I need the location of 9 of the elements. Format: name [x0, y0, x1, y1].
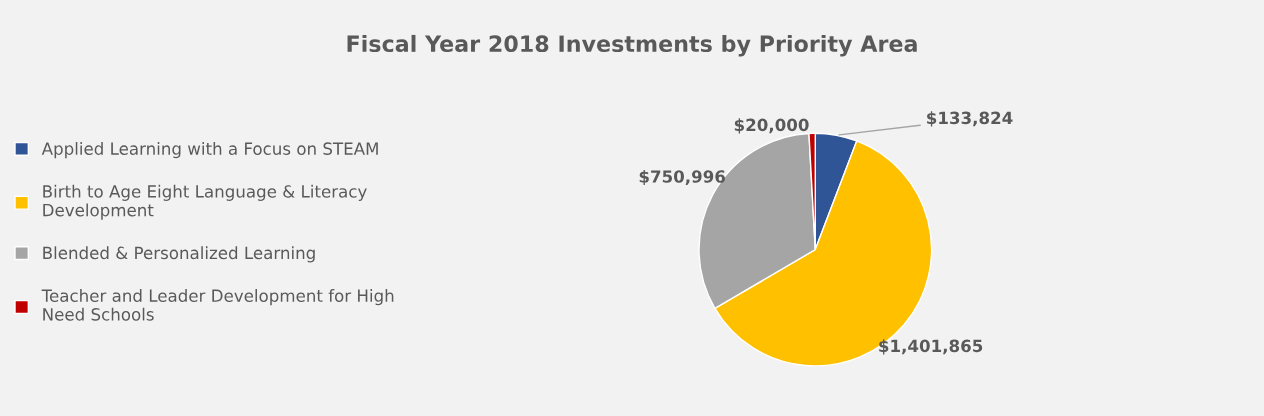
data-label: $750,996 — [639, 169, 725, 186]
legend-label: Applied Learning with a Focus on STEAM — [41, 142, 378, 159]
data-label: $1,401,865 — [879, 339, 983, 355]
data-label: $20,000 — [734, 118, 809, 134]
legend-label: Birth to Age Eight Language & Literacy Development — [43, 184, 367, 220]
chart-title: Fiscal Year 2018 Investments by Priority Area — [347, 34, 917, 57]
legend-label: Blended & Personalized Learning — [43, 246, 315, 263]
data-label: $133,824 — [927, 111, 1013, 127]
legend-label: Teacher and Leader Development for High Need Schools — [41, 289, 394, 321]
